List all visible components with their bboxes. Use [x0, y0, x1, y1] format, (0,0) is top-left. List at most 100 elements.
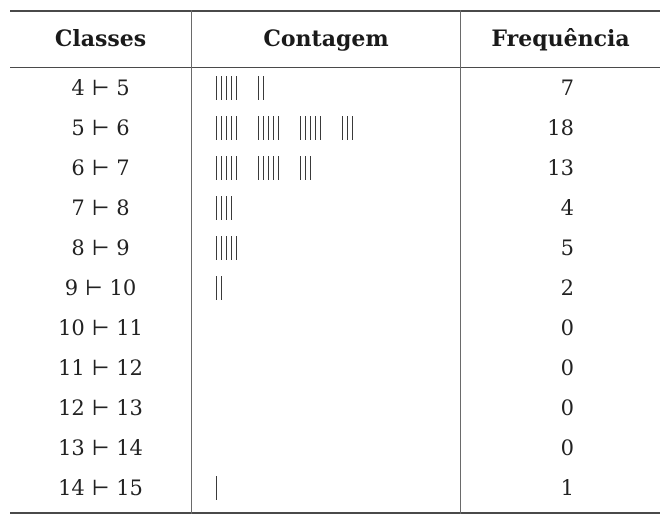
table-row: 7 ⊢ 8 4	[10, 188, 660, 228]
tally-stroke	[258, 76, 259, 100]
tally-stroke	[221, 116, 222, 140]
tally-stroke	[236, 116, 237, 140]
table-row: 11 ⊢ 12 0	[10, 348, 660, 388]
class-interval: 5 ⊢ 6	[71, 116, 130, 140]
frequency-value: 0	[560, 356, 574, 380]
tally-stroke	[320, 116, 321, 140]
tally-group	[300, 116, 325, 140]
frequency-value: 1	[560, 476, 574, 500]
tally-stroke	[216, 156, 217, 180]
tally-stroke	[221, 276, 222, 300]
tally-stroke	[347, 116, 348, 140]
column-divider	[191, 10, 192, 514]
tally-stroke	[263, 156, 264, 180]
table-row: 12 ⊢ 13 0	[10, 388, 660, 428]
frequency-value: 0	[560, 396, 574, 420]
header-rule	[10, 67, 660, 68]
tally-stroke	[310, 116, 311, 140]
tally-stroke	[305, 116, 306, 140]
class-interval: 8 ⊢ 9	[71, 236, 130, 260]
tally-stroke	[300, 156, 301, 180]
table-row: 6 ⊢ 7 13	[10, 148, 660, 188]
frequency-table: Classes Contagem Frequência 4 ⊢ 5 7 5 ⊢ 6 1…	[10, 10, 660, 514]
tally-marks	[216, 76, 285, 100]
header-frequencia: Frequência	[491, 25, 630, 52]
tally-stroke	[263, 76, 264, 100]
tally-marks	[216, 116, 374, 140]
tally-group	[258, 76, 268, 100]
tally-stroke	[221, 196, 222, 220]
tally-group	[216, 156, 241, 180]
tally-stroke	[231, 236, 232, 260]
tally-stroke	[226, 196, 227, 220]
tally-stroke	[221, 76, 222, 100]
class-interval: 11 ⊢ 12	[58, 356, 143, 380]
table-row: 4 ⊢ 5 7	[10, 68, 660, 108]
tally-stroke	[268, 156, 269, 180]
tally-group	[216, 236, 241, 260]
tally-marks	[216, 156, 332, 180]
tally-stroke	[342, 116, 343, 140]
tally-stroke	[258, 116, 259, 140]
tally-group	[216, 76, 241, 100]
tally-group	[342, 116, 357, 140]
tally-stroke	[231, 116, 232, 140]
tally-group	[258, 156, 283, 180]
tally-group	[258, 116, 283, 140]
tally-stroke	[310, 156, 311, 180]
table-row: 14 ⊢ 15 1	[10, 468, 660, 508]
tally-stroke	[231, 156, 232, 180]
frequency-value: 0	[560, 316, 574, 340]
tally-group	[216, 476, 221, 500]
tally-stroke	[216, 236, 217, 260]
tally-stroke	[315, 116, 316, 140]
tally-stroke	[226, 76, 227, 100]
tally-stroke	[268, 116, 269, 140]
class-interval: 4 ⊢ 5	[71, 76, 130, 100]
header-contagem: Contagem	[263, 25, 389, 52]
tally-stroke	[216, 196, 217, 220]
table-row: 9 ⊢ 10 2	[10, 268, 660, 308]
table-row: 13 ⊢ 14 0	[10, 428, 660, 468]
tally-stroke	[300, 116, 301, 140]
frequency-value: 4	[560, 196, 574, 220]
class-interval: 9 ⊢ 10	[64, 276, 137, 300]
table-row: 8 ⊢ 9 5	[10, 228, 660, 268]
frequency-value: 2	[560, 276, 574, 300]
tally-stroke	[352, 116, 353, 140]
tally-stroke	[278, 156, 279, 180]
class-interval: 14 ⊢ 15	[58, 476, 143, 500]
tally-stroke	[226, 116, 227, 140]
tally-stroke	[236, 156, 237, 180]
header-classes: Classes	[54, 25, 147, 52]
column-divider	[460, 10, 461, 514]
tally-stroke	[231, 196, 232, 220]
tally-group	[216, 116, 241, 140]
class-interval: 13 ⊢ 14	[58, 436, 143, 460]
tally-stroke	[263, 116, 264, 140]
tally-stroke	[221, 156, 222, 180]
tally-stroke	[231, 76, 232, 100]
class-interval: 10 ⊢ 11	[58, 316, 143, 340]
class-interval: 6 ⊢ 7	[71, 156, 130, 180]
frequency-value: 5	[560, 236, 574, 260]
tally-marks	[216, 476, 238, 500]
tally-stroke	[273, 156, 274, 180]
class-interval: 12 ⊢ 13	[58, 396, 143, 420]
tally-marks	[216, 236, 258, 260]
tally-stroke	[216, 476, 217, 500]
tally-stroke	[278, 116, 279, 140]
tally-group	[216, 196, 236, 220]
bottom-rule	[10, 512, 660, 514]
tally-stroke	[221, 236, 222, 260]
class-interval: 7 ⊢ 8	[71, 196, 130, 220]
tally-marks	[216, 276, 243, 300]
tally-stroke	[305, 156, 306, 180]
frequency-value: 0	[560, 436, 574, 460]
tally-stroke	[216, 116, 217, 140]
table-row: 5 ⊢ 6 18	[10, 108, 660, 148]
frequency-value: 13	[547, 156, 574, 180]
tally-group	[216, 276, 226, 300]
tally-stroke	[236, 76, 237, 100]
tally-group	[300, 156, 315, 180]
